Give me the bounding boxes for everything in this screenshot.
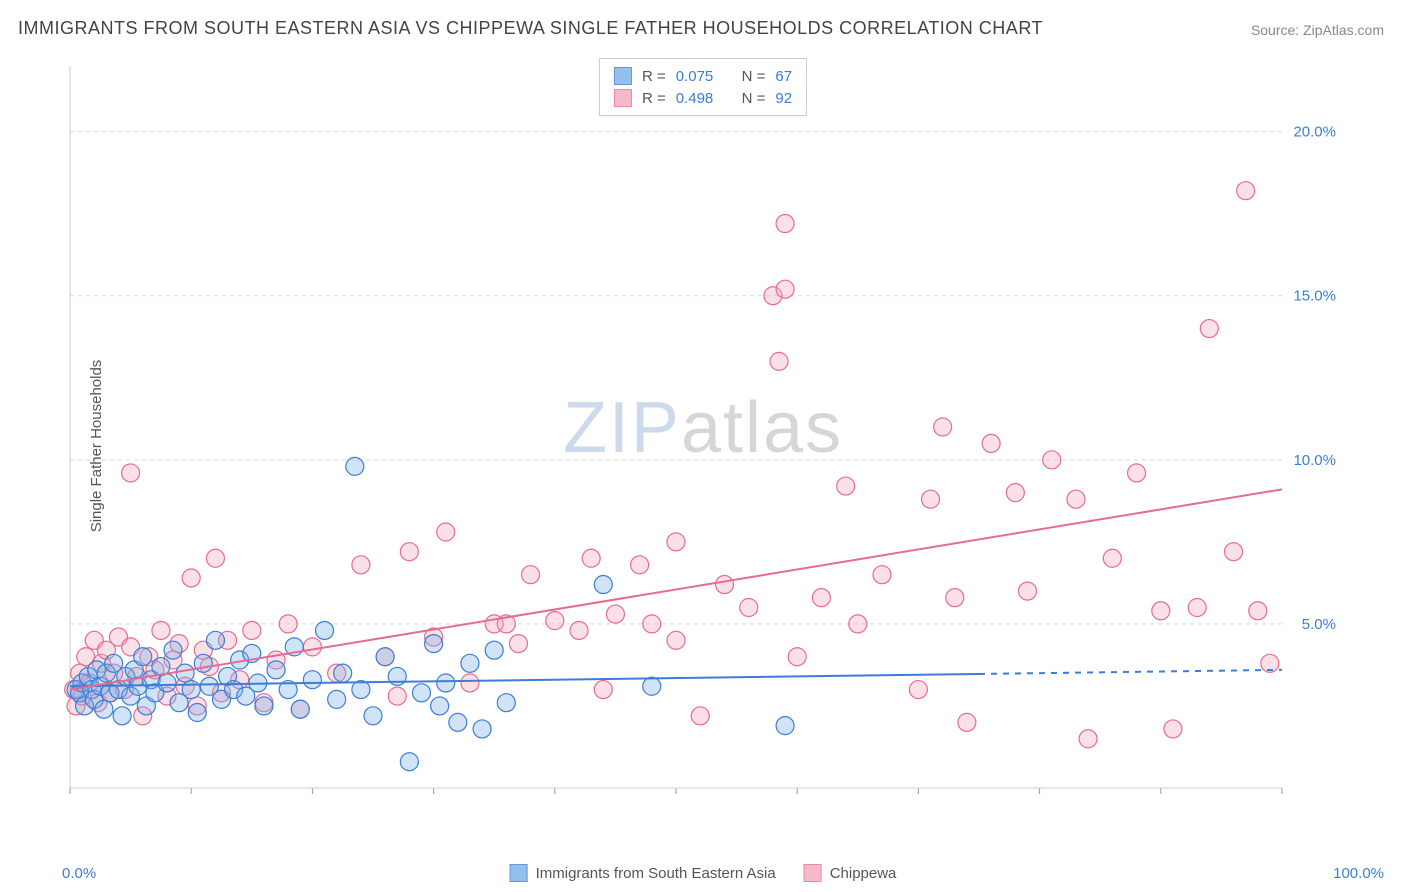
x-axis-min-label: 0.0% [62,865,96,882]
chart-title: IMMIGRANTS FROM SOUTH EASTERN ASIA VS CH… [18,18,1043,39]
svg-text:20.0%: 20.0% [1293,124,1336,141]
stats-legend-box: R = 0.075 N = 67 R = 0.498 N = 92 [599,58,807,116]
legend-swatch [804,864,822,882]
n-value: 92 [775,90,792,107]
r-value: 0.075 [676,68,714,85]
legend-swatch [614,67,632,85]
svg-text:5.0%: 5.0% [1302,616,1336,633]
svg-text:15.0%: 15.0% [1293,288,1336,305]
legend-item: Chippewa [804,864,897,882]
chart-plot-area: 5.0% 10.0% 15.0% 20.0% [62,58,1342,818]
n-value: 67 [775,68,792,85]
bottom-legend: Immigrants from South Eastern Asia Chippe… [510,864,897,882]
svg-text:10.0%: 10.0% [1293,452,1336,469]
x-axis-max-label: 100.0% [1333,865,1384,882]
stats-row: R = 0.498 N = 92 [614,87,792,109]
legend-label: Chippewa [830,865,897,882]
r-label: R = [642,68,666,85]
legend-label: Immigrants from South Eastern Asia [536,865,776,882]
r-label: R = [642,90,666,107]
source-attribution: Source: ZipAtlas.com [1251,22,1384,38]
stats-row: R = 0.075 N = 67 [614,65,792,87]
scatter-plot-svg: 5.0% 10.0% 15.0% 20.0% [62,58,1342,818]
legend-item: Immigrants from South Eastern Asia [510,864,776,882]
n-label: N = [742,68,766,85]
r-value: 0.498 [676,90,714,107]
legend-swatch [614,89,632,107]
n-label: N = [742,90,766,107]
legend-swatch [510,864,528,882]
